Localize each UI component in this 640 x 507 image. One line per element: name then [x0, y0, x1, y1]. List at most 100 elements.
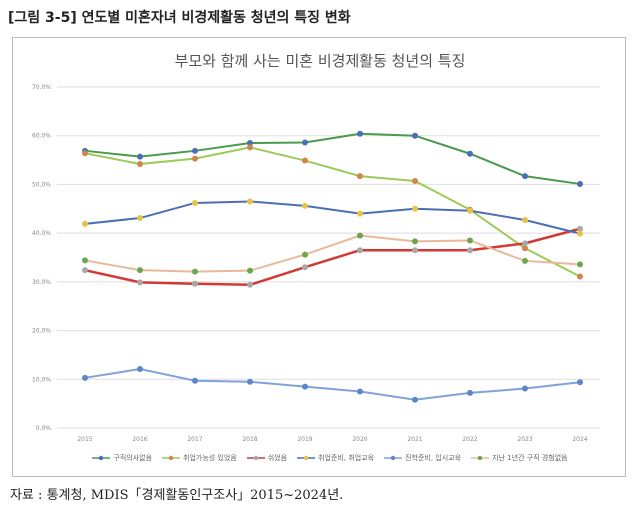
legend-label: 지난 1년간 구직 경험없음: [492, 454, 568, 462]
data-point: [137, 160, 143, 167]
y-tick-label: 60.0%: [32, 133, 51, 140]
data-point: [412, 396, 418, 403]
data-point: [192, 377, 198, 384]
legend-marker-icon: [384, 455, 403, 461]
x-tick-label: 2024: [572, 436, 587, 443]
legend-label: 쉬었음: [267, 454, 288, 462]
data-point: [412, 238, 418, 245]
legend-item: 진학준비, 입시교육: [384, 453, 461, 463]
data-point: [412, 132, 418, 139]
chart-frame: [12, 37, 626, 477]
data-point: [302, 157, 308, 164]
data-point: [82, 150, 88, 157]
data-point: [467, 389, 473, 396]
data-point: [357, 388, 363, 395]
x-tick-label: 2020: [352, 436, 367, 443]
legend-label: 진학준비, 입시교육: [405, 454, 462, 462]
legend-item: 취업준비, 취업교육: [297, 453, 374, 463]
data-point: [522, 216, 528, 223]
data-point: [467, 237, 473, 244]
x-tick-label: 2018: [242, 436, 257, 443]
legend-label: 취업가능성 있었음: [183, 454, 237, 462]
y-tick-label: 10.0%: [32, 376, 51, 383]
data-point: [302, 264, 308, 271]
series-line: [84, 146, 581, 278]
data-point: [522, 240, 528, 247]
legend-item: 쉬었음: [246, 453, 288, 463]
data-point: [577, 273, 583, 280]
data-point: [577, 230, 583, 237]
data-point: [302, 383, 308, 390]
x-tick-label: 2016: [132, 436, 147, 443]
data-point: [137, 279, 143, 286]
data-point: [357, 173, 363, 180]
x-tick-label: 2021: [407, 436, 422, 443]
data-point: [522, 173, 528, 180]
chart-title: 부모와 함께 사는 미혼 비경제활동 청년의 특징: [174, 52, 466, 70]
data-point: [82, 267, 88, 274]
data-point: [522, 385, 528, 392]
data-point: [302, 139, 308, 146]
series-line: [84, 132, 581, 185]
data-point: [192, 155, 198, 162]
data-point: [247, 140, 253, 147]
legend: 구직의사없음 취업가능성 있었음 쉬었음 취업준비, 취업교육 진학준비, 입시교육 지난…: [50, 453, 610, 463]
data-point: [467, 150, 473, 157]
data-point: [247, 267, 253, 274]
data-point: [522, 245, 528, 252]
y-tick-label: 40.0%: [32, 230, 51, 237]
series-line: [84, 368, 581, 401]
data-point: [192, 147, 198, 154]
legend-label: 구직의사없음: [113, 454, 153, 462]
x-tick-label: 2022: [462, 436, 477, 443]
y-tick-label: 0.0%: [36, 425, 52, 432]
figure-title: [그림 3-5] 연도별 미혼자녀 비경제활동 청년의 특징 변화: [8, 10, 351, 26]
series-line: [84, 234, 581, 273]
legend-marker-icon: [92, 455, 111, 461]
x-tick-label: 2019: [297, 436, 312, 443]
series-line: [84, 200, 581, 235]
data-point: [82, 257, 88, 264]
y-tick-label: 20.0%: [32, 328, 51, 335]
legend-item: 취업가능성 있었음: [162, 453, 237, 463]
data-point: [577, 379, 583, 386]
data-point: [192, 280, 198, 287]
data-point: [247, 378, 253, 385]
data-point: [467, 247, 473, 254]
data-point: [412, 178, 418, 185]
data-point: [247, 144, 253, 151]
data-point: [577, 261, 583, 268]
data-point: [467, 207, 473, 214]
legend-item: 구직의사없음: [92, 453, 152, 463]
data-point: [137, 215, 143, 222]
data-point: [357, 210, 363, 217]
data-point: [137, 267, 143, 274]
data-point: [302, 251, 308, 258]
data-point: [577, 225, 583, 232]
data-point: [577, 180, 583, 187]
data-point: [357, 232, 363, 239]
data-point: [357, 247, 363, 254]
y-tick-label: 30.0%: [32, 279, 51, 286]
data-point: [412, 247, 418, 254]
x-tick-label: 2015: [77, 436, 92, 443]
data-point: [192, 268, 198, 275]
source-note: 자료 : 통계청, MDIS「경제활동인구조사」2015~2024년.: [10, 488, 344, 503]
data-point: [412, 205, 418, 212]
data-point: [247, 198, 253, 205]
data-point: [137, 366, 143, 373]
legend-marker-icon: [246, 455, 265, 461]
data-point: [82, 374, 88, 381]
x-tick-label: 2017: [187, 436, 202, 443]
data-point: [522, 257, 528, 264]
data-point: [82, 220, 88, 227]
y-tick-label: 50.0%: [32, 181, 51, 188]
legend-marker-icon: [471, 455, 490, 461]
data-point: [247, 281, 253, 288]
legend-marker-icon: [162, 455, 181, 461]
series-line: [84, 227, 581, 287]
data-point: [357, 130, 363, 137]
data-point: [302, 202, 308, 209]
data-point: [192, 199, 198, 206]
